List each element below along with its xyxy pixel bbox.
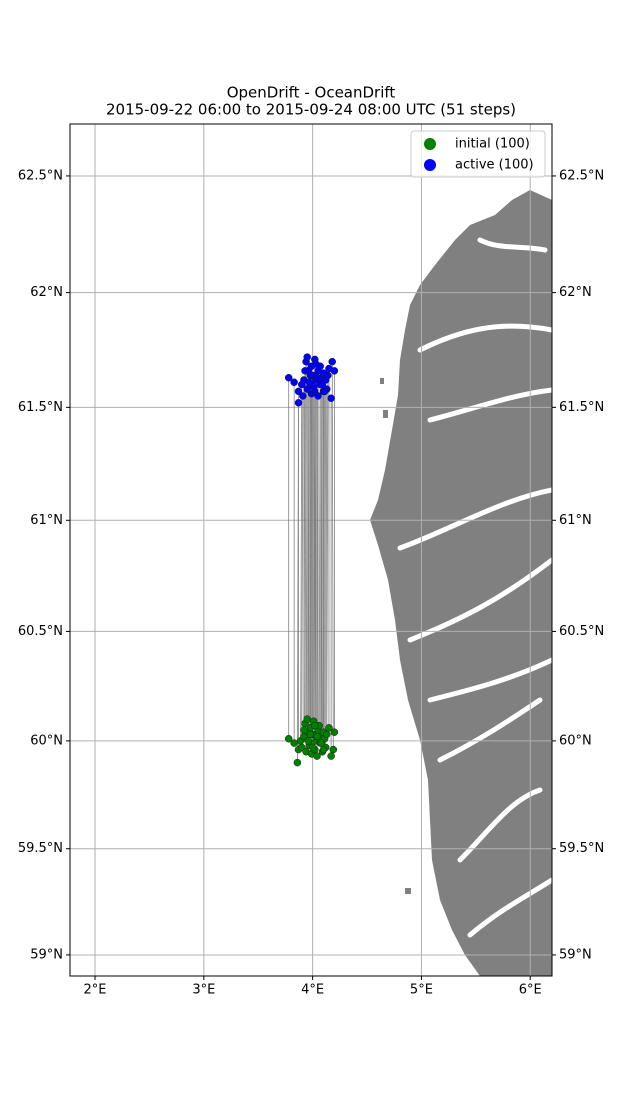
trajectory xyxy=(320,384,323,744)
particle xyxy=(313,732,321,741)
particle xyxy=(317,739,326,747)
particle xyxy=(299,392,307,400)
particle xyxy=(294,399,303,407)
particle xyxy=(329,745,338,754)
y-tick-label: 59°N xyxy=(30,947,63,962)
particle xyxy=(330,367,339,375)
trajectory xyxy=(301,395,304,748)
particle xyxy=(308,743,317,752)
particle xyxy=(327,394,335,402)
particle xyxy=(303,353,311,361)
particle xyxy=(314,392,322,400)
land xyxy=(370,190,552,976)
trajectory xyxy=(326,375,329,735)
legend-marker xyxy=(424,138,436,150)
trajectory xyxy=(304,361,307,724)
trajectory xyxy=(324,379,327,739)
particle xyxy=(284,734,293,743)
y-tick-label: 59.5°N xyxy=(18,841,63,856)
axes-frame xyxy=(69,123,553,977)
y-tick-label-right: 62.5°N xyxy=(559,168,604,183)
y-tick-label-right: 60°N xyxy=(559,733,592,748)
particle xyxy=(304,737,313,745)
particle xyxy=(323,730,331,739)
y-tick-label: 61°N xyxy=(30,513,63,528)
particle xyxy=(319,745,328,754)
trajectory xyxy=(314,363,317,726)
particle xyxy=(301,367,309,375)
trajectory xyxy=(312,386,315,748)
particle xyxy=(320,387,329,396)
chart-title: OpenDrift - OceanDrift xyxy=(227,84,396,102)
y-tick-label: 62.5°N xyxy=(18,168,63,183)
particle xyxy=(294,387,303,396)
trajectory xyxy=(307,382,310,741)
particle xyxy=(311,721,319,730)
y-tick-label: 62°N xyxy=(30,285,63,300)
trajectory xyxy=(323,391,326,750)
trajectory xyxy=(300,384,303,741)
particle xyxy=(293,758,302,767)
particle xyxy=(290,378,298,387)
legend-label: initial (100) xyxy=(455,137,530,152)
particle xyxy=(313,373,321,382)
legend-marker xyxy=(424,159,436,171)
particle xyxy=(300,726,308,734)
y-tick-label-right: 61.5°N xyxy=(559,400,604,415)
legend-label: active (100) xyxy=(455,158,534,173)
particle xyxy=(313,752,321,760)
particle xyxy=(330,728,339,736)
trajectory xyxy=(303,370,306,731)
particle xyxy=(312,360,320,368)
y-tick-label-right: 62°N xyxy=(559,285,592,300)
legend-box xyxy=(410,130,546,178)
particle xyxy=(306,730,315,739)
chart-subtitle: 2015-09-22 06:00 to 2015-09-24 08:00 UTC… xyxy=(106,101,516,119)
x-tick-label: 3°E xyxy=(192,983,215,998)
y-tick-label-right: 60.5°N xyxy=(559,624,604,639)
x-tick-label: 6°E xyxy=(519,983,542,998)
particle xyxy=(318,380,327,389)
y-tick-label: 60°N xyxy=(30,733,63,748)
x-tick-label: 2°E xyxy=(84,983,107,998)
x-tick-label: 4°E xyxy=(301,983,324,998)
particle xyxy=(309,383,318,391)
particle xyxy=(306,371,315,380)
particle xyxy=(327,752,335,760)
particle xyxy=(290,739,298,747)
particle xyxy=(284,373,293,382)
particle xyxy=(328,357,336,366)
trajectory xyxy=(331,361,334,750)
y-tick-label-right: 61°N xyxy=(559,513,592,528)
y-tick-label: 60.5°N xyxy=(18,624,63,639)
y-tick-label-right: 59.5°N xyxy=(559,841,604,856)
x-tick-label: 5°E xyxy=(410,983,433,998)
particle xyxy=(303,715,311,723)
trajectory xyxy=(325,389,328,748)
y-tick-label: 61.5°N xyxy=(18,400,63,415)
y-tick-label-right: 59°N xyxy=(559,947,592,962)
particle xyxy=(324,371,332,380)
particle xyxy=(325,724,333,732)
